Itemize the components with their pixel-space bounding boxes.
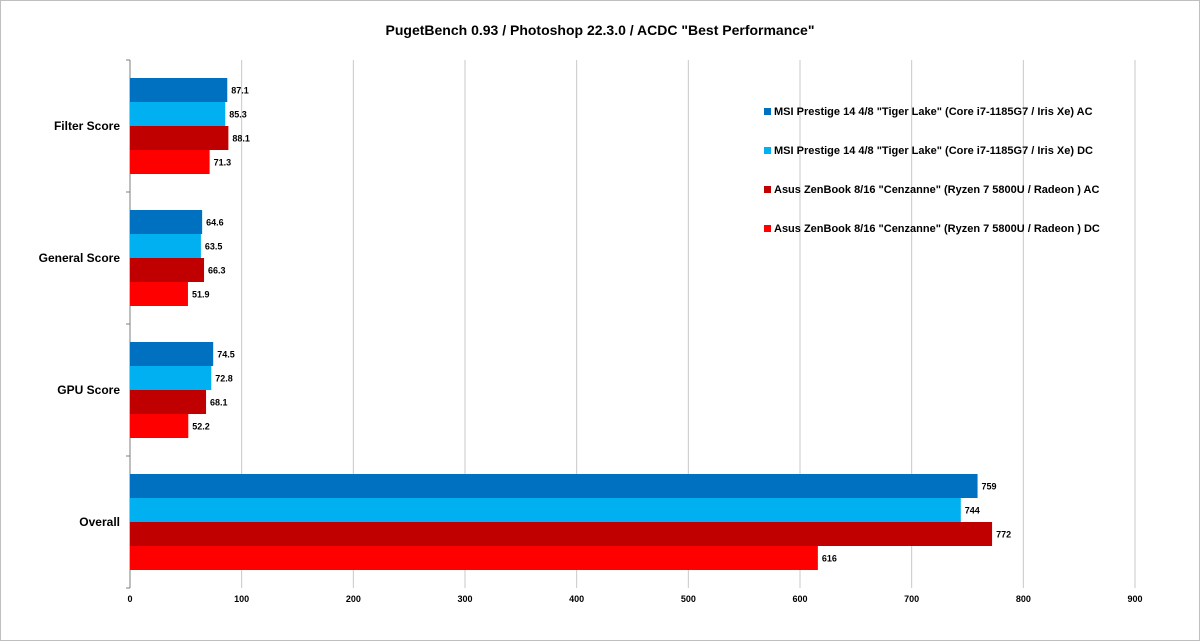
x-tick-label: 900 — [1127, 594, 1142, 604]
category-label: Overall — [79, 515, 120, 529]
data-label: 772 — [996, 530, 1011, 540]
legend-item: Asus ZenBook 8/16 "Cenzanne" (Ryzen 7 58… — [764, 184, 1099, 196]
data-label: 87.1 — [231, 86, 249, 96]
bar — [130, 258, 205, 282]
legend-item: MSI Prestige 14 4/8 "Tiger Lake" (Core i… — [764, 106, 1093, 118]
data-label: 616 — [822, 554, 837, 564]
category-label: General Score — [39, 251, 121, 265]
x-tick-label: 100 — [234, 594, 249, 604]
data-label: 63.5 — [205, 242, 223, 252]
legend-label: Asus ZenBook 8/16 "Cenzanne" (Ryzen 7 58… — [774, 184, 1100, 196]
category-label: GPU Score — [57, 383, 120, 397]
x-tick-label: 200 — [346, 594, 361, 604]
legend-label: MSI Prestige 14 4/8 "Tiger Lake" (Core i… — [774, 106, 1093, 118]
category-label: Filter Score — [54, 119, 120, 133]
data-label: 72.8 — [215, 374, 233, 384]
x-tick-label: 800 — [1016, 594, 1031, 604]
data-label: 88.1 — [232, 134, 250, 144]
data-label: 759 — [982, 482, 997, 492]
bar — [130, 546, 818, 570]
data-label: 64.6 — [206, 218, 224, 228]
bar — [130, 102, 226, 126]
bar — [130, 150, 210, 174]
bar — [130, 366, 212, 390]
legend-item: Asus ZenBook 8/16 "Cenzanne" (Ryzen 7 58… — [764, 223, 1100, 235]
data-label: 71.3 — [214, 158, 232, 168]
data-label: 744 — [965, 506, 980, 516]
bar — [130, 78, 228, 102]
x-tick-label: 0 — [127, 594, 132, 604]
bar — [130, 522, 993, 546]
legend-label: Asus ZenBook 8/16 "Cenzanne" (Ryzen 7 58… — [774, 223, 1100, 235]
bar — [130, 234, 201, 258]
data-label: 52.2 — [192, 422, 210, 432]
data-label: 51.9 — [192, 290, 210, 300]
x-tick-label: 700 — [904, 594, 919, 604]
legend-swatch — [764, 186, 771, 193]
bar — [130, 498, 961, 522]
bar — [130, 474, 978, 498]
legend-label: MSI Prestige 14 4/8 "Tiger Lake" (Core i… — [774, 145, 1093, 157]
chart-title: PugetBench 0.93 / Photoshop 22.3.0 / ACD… — [385, 22, 815, 38]
data-label: 68.1 — [210, 398, 228, 408]
bar — [130, 210, 203, 234]
bar — [130, 282, 188, 306]
bar — [130, 414, 189, 438]
data-label: 74.5 — [217, 350, 235, 360]
legend-swatch — [764, 147, 771, 154]
x-tick-label: 400 — [569, 594, 584, 604]
legend-item: MSI Prestige 14 4/8 "Tiger Lake" (Core i… — [764, 145, 1093, 157]
data-label: 85.3 — [229, 110, 247, 120]
bar — [130, 342, 214, 366]
x-tick-label: 500 — [681, 594, 696, 604]
legend-swatch — [764, 108, 771, 115]
data-label: 66.3 — [208, 266, 226, 276]
x-tick-label: 600 — [792, 594, 807, 604]
legend-swatch — [764, 225, 771, 232]
x-tick-label: 300 — [457, 594, 472, 604]
bar — [130, 390, 207, 414]
bar — [130, 126, 229, 150]
